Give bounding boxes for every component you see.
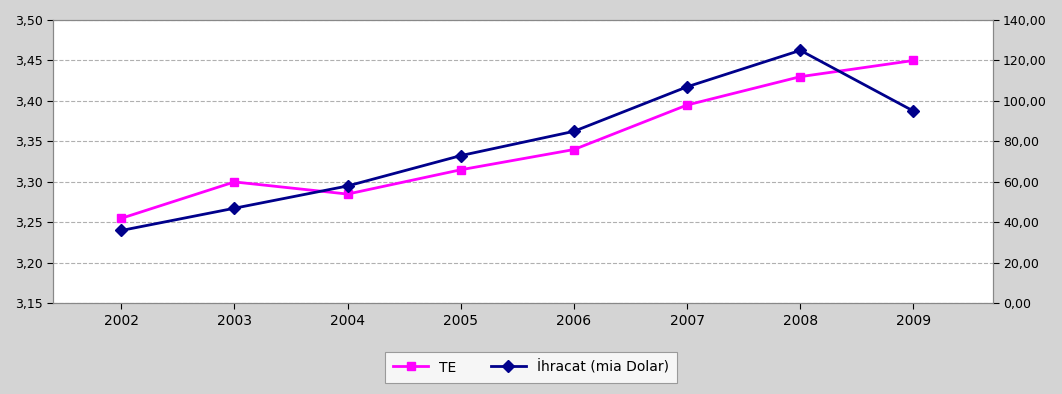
TE — [455, 167, 467, 172]
TE — [567, 147, 580, 152]
İhracat (mia Dolar) — [341, 184, 354, 188]
Line: İhracat (mia Dolar): İhracat (mia Dolar) — [117, 46, 918, 235]
TE — [794, 74, 807, 79]
TE — [228, 180, 241, 184]
TE — [907, 58, 920, 63]
İhracat (mia Dolar) — [455, 153, 467, 158]
TE — [681, 103, 693, 108]
Line: TE: TE — [117, 56, 918, 223]
İhracat (mia Dolar) — [681, 84, 693, 89]
TE — [341, 192, 354, 197]
İhracat (mia Dolar) — [115, 228, 127, 233]
İhracat (mia Dolar) — [228, 206, 241, 211]
İhracat (mia Dolar) — [907, 109, 920, 113]
TE — [115, 216, 127, 221]
İhracat (mia Dolar) — [794, 48, 807, 53]
Legend: TE, İhracat (mia Dolar): TE, İhracat (mia Dolar) — [384, 352, 678, 383]
İhracat (mia Dolar) — [567, 129, 580, 134]
